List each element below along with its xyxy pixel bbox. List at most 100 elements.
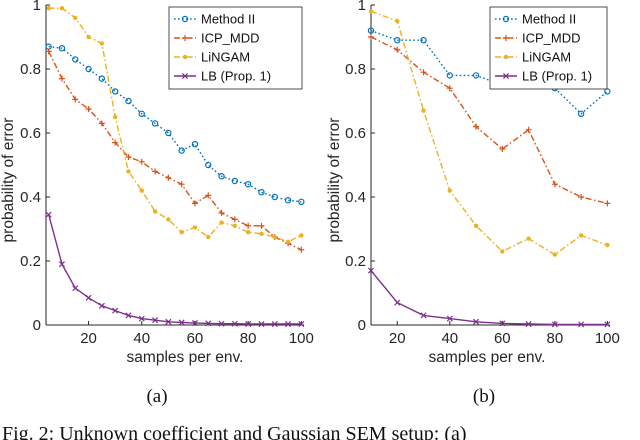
panel-a-point-method-ii: [258, 188, 265, 196]
panel-a-point-lingam: [232, 223, 238, 228]
panel-a-point-lb-prop-1: [271, 321, 278, 328]
panel-a-legend-marker-icp-mdd: [182, 35, 188, 41]
panel-a-point-method-ii: [125, 97, 132, 105]
panel-b-point-lb-prop-1: [394, 299, 401, 306]
panel-a-ytick-label: 0.8: [20, 61, 41, 78]
panel-a-point-lb-prop-1: [218, 320, 225, 327]
panel-b-point-lb-prop-1: [367, 267, 375, 274]
panel-a-point-lingam: [99, 41, 105, 46]
panel-a-point-lb-prop-1: [98, 302, 105, 309]
panel-a-point-lb-prop-1: [125, 312, 132, 319]
panel-b-point-method-ii: [604, 88, 611, 95]
panel-a-point-icp-mdd: [152, 168, 159, 175]
panel-a-point-icp-mdd: [45, 48, 52, 55]
panel-a-point-method-ii: [111, 88, 119, 95]
panel-a-point-icp-mdd: [231, 216, 238, 223]
panel-a-point-method-ii: [298, 198, 305, 205]
panel-a-point-method-ii: [85, 65, 92, 73]
panel-a-point-lingam: [126, 169, 131, 174]
panel-a-point-method-ii: [138, 110, 145, 118]
panel-a-point-lb-prop-1: [298, 321, 305, 328]
panel-b-point-lb-prop-1: [446, 315, 453, 322]
panel-a-point-icp-mdd: [138, 158, 145, 165]
panel-a-point-lingam: [86, 34, 91, 40]
panel-b-xlabel: samples per env.: [429, 349, 546, 366]
panel-a-point-icp-mdd: [165, 174, 172, 181]
panel-b-ytick-label: 1: [358, 0, 366, 14]
panel-b-point-icp-mdd: [525, 126, 532, 133]
panel-a-point-icp-mdd: [85, 106, 92, 112]
panel-a-xtick-label: 100: [289, 330, 314, 347]
panel-a: 0 0.2 0.4 0.6 0.8 1 20 40 60 80 100 Method II ICP_MD…: [0, 0, 314, 407]
panel-b-ytick-label: 0.6: [345, 125, 366, 142]
panel-b-ylabel: probability of error: [326, 118, 343, 243]
panel-a-legend-marker-lb-prop-1: [181, 72, 189, 80]
panel-a-legend-label-lb-prop-1: LB (Prop. 1): [201, 69, 271, 84]
panel-a-xlabel: samples per env.: [127, 349, 244, 366]
panel-a-legend-label-lingam: LiNGAM: [201, 50, 250, 65]
panel-a-point-method-ii: [218, 172, 225, 180]
panel-a-point-lb-prop-1: [165, 318, 172, 325]
panel-a-point-lingam: [166, 217, 171, 222]
panel-b: 0 0.2 0.4 0.6 0.8 1 20 40 60 80 100 Method II ICP_MD…: [326, 0, 620, 407]
panel-b-xtick-label: 100: [595, 330, 620, 347]
panel-b-point-icp-mdd: [551, 181, 558, 188]
panel-b-legend-label-method-ii: Method II: [522, 12, 576, 27]
panel-a-point-icp-mdd: [258, 222, 265, 229]
panel-b-legend-marker-lingam: [503, 54, 509, 60]
panel-b-series-group: [367, 9, 611, 328]
panel-b-plot-area: 0 0.2 0.4 0.6 0.8 1 20 40 60 80 100 Method II ICP_MD…: [345, 0, 620, 347]
panel-b-legend-label-lingam: LiNGAM: [522, 50, 571, 65]
panel-b-point-method-ii: [472, 72, 480, 79]
panel-a-point-icp-mdd: [72, 96, 79, 103]
panel-b-point-lingam: [473, 223, 479, 228]
panel-a-series-line-lb-prop-1: [48, 214, 302, 325]
panel-b-point-lingam: [421, 108, 426, 113]
panel-b-point-lingam: [526, 236, 531, 241]
panel-b-series-line-method-ii: [370, 29, 608, 115]
panel-b-point-lingam: [500, 249, 505, 254]
panel-a-legend-marker-method-ii: [181, 15, 189, 23]
figure-caption: Fig. 2: Unknown coefficient and Gaussian…: [2, 423, 467, 440]
panel-b-legend-label-icp-mdd: ICP_MDD: [522, 31, 581, 46]
panel-a-point-icp-mdd: [98, 120, 105, 127]
panel-b-series-line-lb-prop-1: [370, 270, 608, 326]
panel-b-point-lingam: [578, 233, 584, 238]
panel-a-point-lingam: [245, 230, 251, 235]
panel-a-point-method-ii: [191, 140, 199, 148]
panel-b-point-method-ii: [446, 72, 453, 79]
panel-a-legend: Method II ICP_MDD LiNGAM LB (Prop. 1): [168, 6, 303, 90]
panel-b-label: (b): [473, 386, 495, 407]
panel-a-ylabel: probability of error: [0, 118, 17, 243]
panel-a-point-method-ii: [205, 161, 212, 169]
panel-b-ytick-label: 0.4: [345, 189, 366, 206]
panel-a-xtick-label: 20: [80, 330, 97, 347]
panel-a-ytick-label: 0.2: [20, 253, 41, 270]
panel-b-xtick-label: 40: [441, 330, 458, 347]
panel-a-point-method-ii: [231, 177, 239, 185]
panel-a-xtick-label: 60: [187, 330, 204, 347]
panel-a-point-lb-prop-1: [205, 320, 212, 327]
panel-b-point-lingam: [368, 9, 374, 14]
panel-a-point-lb-prop-1: [231, 320, 238, 327]
panel-b-series-line-icp-mdd: [370, 36, 608, 205]
panel-a-point-icp-mdd: [191, 200, 198, 207]
panel-a-point-lingam: [179, 230, 184, 235]
panel-a-point-method-ii: [178, 147, 185, 154]
panel-a-point-lb-prop-1: [245, 321, 252, 328]
panel-a-point-lb-prop-1: [138, 315, 145, 322]
panel-b-point-lb-prop-1: [604, 321, 611, 328]
panel-b-legend: Method II ICP_MDD LiNGAM LB (Prop. 1): [489, 6, 608, 90]
panel-b-point-lb-prop-1: [551, 321, 558, 328]
panel-b-ytick-label: 0: [358, 317, 366, 334]
panel-a-point-method-ii: [284, 196, 292, 204]
panel-a-point-icp-mdd: [58, 75, 65, 82]
panel-b-xtick-label: 80: [547, 330, 564, 347]
panel-b-point-icp-mdd: [368, 34, 374, 40]
panel-a-point-icp-mdd: [298, 246, 305, 253]
panel-a-point-method-ii: [151, 120, 159, 127]
panel-a-point-method-ii: [244, 180, 252, 188]
panel-b-legend-marker-method-ii: [502, 15, 510, 23]
panel-a-ytick-label: 0: [33, 317, 41, 334]
